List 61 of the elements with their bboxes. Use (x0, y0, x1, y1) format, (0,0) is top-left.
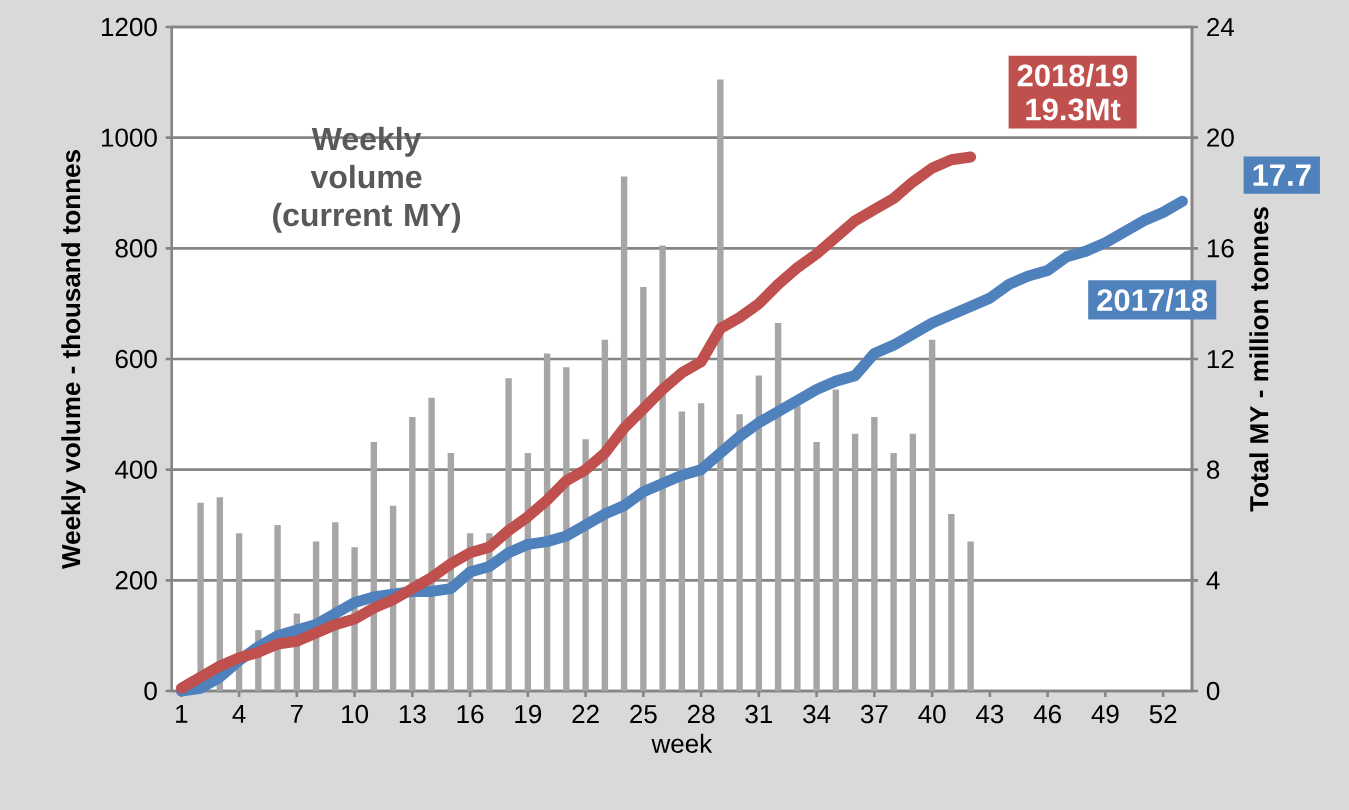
bar (409, 417, 416, 691)
x-tick-label: 16 (457, 704, 484, 724)
y-tick-label: 1000 (101, 128, 157, 147)
bar (755, 375, 763, 691)
bar (697, 403, 705, 691)
y2-tick-label: 16 (1207, 239, 1234, 258)
x-axis-title: week (651, 733, 713, 753)
y-tick-label: 1200 (101, 17, 157, 37)
y-tick-label: 0 (144, 681, 157, 701)
bar (659, 245, 666, 691)
text: 17.7 (1253, 164, 1311, 186)
annotation: 19.3Mt (1026, 98, 1121, 121)
y2-axis-title: Total MY - million tonnes (1249, 207, 1269, 512)
bar (563, 367, 570, 691)
bar (928, 339, 936, 691)
bar (736, 414, 743, 691)
bar (428, 397, 435, 691)
y2-tick-label: 12 (1207, 349, 1234, 369)
bar (967, 541, 974, 691)
y2-tick-label: 4 (1206, 571, 1220, 590)
bar (832, 389, 840, 691)
x-tick-label: 13 (399, 704, 426, 724)
bar (640, 287, 647, 691)
y2-tick-label: 24 (1207, 17, 1235, 37)
x-tick-label: 10 (342, 704, 369, 724)
bar (774, 323, 782, 691)
x-tick-label: 1 (176, 704, 188, 723)
bar (948, 513, 955, 691)
bar (909, 433, 917, 691)
y-axis-title: Weekly volume - thousand tonnes (61, 150, 86, 569)
x-tick-label: 22 (572, 704, 599, 724)
x-tick-label: 4 (232, 704, 246, 723)
y-tick-label: 600 (115, 349, 157, 369)
x-tick-label: 52 (1149, 704, 1177, 724)
x-tick-label: 28 (687, 704, 715, 724)
bar (794, 406, 801, 691)
y-tick-label: 400 (115, 460, 157, 479)
y2-tick-label: 0 (1206, 681, 1220, 701)
series-label: 2017/18 (1097, 288, 1208, 312)
bar (678, 411, 686, 691)
y-tick-label: 800 (115, 239, 157, 258)
x-tick-label: 37 (860, 704, 888, 724)
bar (717, 79, 724, 691)
y2-tick-label: 8 (1207, 460, 1220, 479)
x-tick-label: 25 (630, 704, 657, 724)
x-tick-label: 46 (1033, 704, 1061, 724)
bar (871, 417, 878, 691)
bar (813, 442, 820, 691)
x-tick-label: 34 (803, 704, 831, 724)
x-tick-label: 19 (515, 704, 542, 724)
x-tick-label: 7 (290, 704, 303, 723)
bar (505, 378, 512, 691)
bar (890, 453, 897, 691)
x-tick-label: 43 (976, 704, 1004, 724)
x-tick-label: 49 (1091, 704, 1119, 724)
y-tick-label: 200 (115, 571, 157, 590)
text: 2018/19 (1017, 63, 1128, 87)
bar (851, 433, 859, 691)
y2-tick-label: 20 (1207, 128, 1234, 147)
x-tick-label: 31 (745, 704, 773, 724)
x-tick-label: 40 (918, 704, 946, 724)
